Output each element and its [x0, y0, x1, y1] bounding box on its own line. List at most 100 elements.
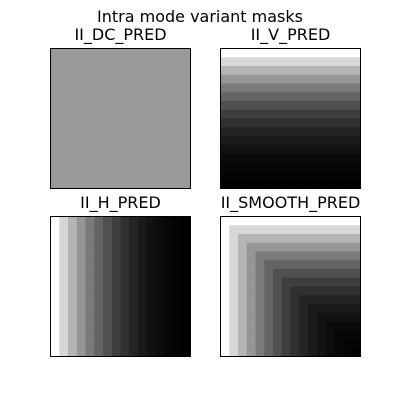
heatmap-cell-h-pred-r4-c10: [138, 251, 148, 261]
heatmap-cell-smooth-pred-r0-c5: [264, 216, 274, 226]
heatmap-cell-dc-pred-r9-c2: [68, 127, 78, 137]
heatmap-cell-v-pred-r3-c2: [238, 74, 248, 84]
heatmap-cell-smooth-pred-r7-c4: [255, 277, 265, 287]
heatmap-cell-v-pred-r2-c11: [316, 66, 326, 76]
heatmap-cell-h-pred-r10-c14: [173, 304, 183, 314]
heatmap-cell-smooth-pred-r6-c9: [299, 269, 309, 279]
heatmap-cell-h-pred-r1-c7: [111, 225, 121, 235]
heatmap-cell-h-pred-r15-c4: [85, 347, 95, 357]
heatmap-cell-h-pred-r13-c0: [50, 330, 60, 340]
heatmap-cell-smooth-pred-r1-c2: [238, 225, 248, 235]
heatmap-cell-dc-pred-r8-c14: [173, 118, 183, 128]
heatmap-cell-h-pred-r10-c12: [155, 304, 165, 314]
heatmap-cell-h-pred-r9-c0: [50, 295, 60, 305]
heatmap-cell-v-pred-r7-c14: [343, 109, 353, 119]
heatmap-cell-h-pred-r13-c4: [85, 330, 95, 340]
heatmap-cell-smooth-pred-r4-c13: [334, 251, 344, 261]
heatmap-cell-dc-pred-r8-c4: [85, 118, 95, 128]
heatmap-cell-h-pred-r13-c12: [155, 330, 165, 340]
heatmap-cell-smooth-pred-r0-c10: [308, 216, 318, 226]
heatmap-cell-dc-pred-r12-c4: [85, 153, 95, 163]
heatmap-cell-smooth-pred-r9-c2: [238, 295, 248, 305]
heatmap-cell-dc-pred-r11-c13: [164, 144, 174, 154]
heatmap-cell-smooth-pred-r0-c1: [229, 216, 239, 226]
heatmap-cell-v-pred-r12-c7: [281, 153, 291, 163]
heatmap-cell-h-pred-r10-c15: [181, 304, 191, 314]
heatmap-cell-h-pred-r4-c14: [173, 251, 183, 261]
heatmap-cell-h-pred-r6-c15: [181, 269, 191, 279]
heatmap-cell-smooth-pred-r1-c4: [255, 225, 265, 235]
heatmap-cell-h-pred-r5-c15: [181, 260, 191, 270]
heatmap-cell-smooth-pred-r9-c8: [290, 295, 300, 305]
heatmap-cell-smooth-pred-r13-c4: [255, 330, 265, 340]
heatmap-cell-h-pred-r13-c8: [120, 330, 130, 340]
heatmap-cell-h-pred-r5-c0: [50, 260, 60, 270]
heatmap-cell-h-pred-r6-c6: [103, 269, 113, 279]
heatmap-cell-smooth-pred-r7-c11: [316, 277, 326, 287]
heatmap-cell-smooth-pred-r1-c14: [343, 225, 353, 235]
heatmap-cell-dc-pred-r15-c12: [155, 179, 165, 189]
heatmap-cell-dc-pred-r4-c2: [68, 83, 78, 93]
heatmap-cell-smooth-pred-r2-c4: [255, 234, 265, 244]
heatmap-cell-dc-pred-r7-c15: [181, 109, 191, 119]
heatmap-cell-smooth-pred-r1-c0: [220, 225, 230, 235]
heatmap-cell-v-pred-r8-c6: [273, 118, 283, 128]
heatmap-cell-dc-pred-r0-c14: [173, 48, 183, 58]
heatmap-cell-smooth-pred-r13-c2: [238, 330, 248, 340]
heatmap-cell-smooth-pred-r10-c8: [290, 304, 300, 314]
heatmap-cell-smooth-pred-r9-c14: [343, 295, 353, 305]
heatmap-cell-v-pred-r13-c3: [246, 162, 256, 172]
heatmap-cell-v-pred-r13-c11: [316, 162, 326, 172]
heatmap-cell-h-pred-r14-c13: [164, 339, 174, 349]
heatmap-cell-smooth-pred-r0-c8: [290, 216, 300, 226]
heatmap-cell-smooth-pred-r14-c7: [281, 339, 291, 349]
heatmap-cell-smooth-pred-r2-c12: [325, 234, 335, 244]
panel-v-pred: II_V_PRED: [220, 25, 361, 189]
heatmap-cell-dc-pred-r11-c11: [146, 144, 156, 154]
heatmap-cell-smooth-pred-r6-c4: [255, 269, 265, 279]
heatmap-cell-smooth-pred-r8-c10: [308, 286, 318, 296]
heatmap-cell-v-pred-r11-c1: [229, 144, 239, 154]
heatmap-cell-smooth-pred-r10-c13: [334, 304, 344, 314]
heatmap-cell-dc-pred-r9-c14: [173, 127, 183, 137]
heatmap-cell-v-pred-r11-c2: [238, 144, 248, 154]
heatmap-cell-dc-pred-r8-c10: [138, 118, 148, 128]
heatmap-cell-dc-pred-r12-c0: [50, 153, 60, 163]
heatmap-cell-smooth-pred-r6-c7: [281, 269, 291, 279]
heatmap-cell-h-pred-r12-c9: [129, 321, 139, 331]
heatmap-cell-dc-pred-r6-c3: [76, 101, 86, 111]
heatmap-cell-v-pred-r6-c1: [229, 101, 239, 111]
heatmap-cell-h-pred-r11-c8: [120, 312, 130, 322]
heatmap-cell-smooth-pred-r8-c7: [281, 286, 291, 296]
heatmap-cell-h-pred-r7-c6: [103, 277, 113, 287]
heatmap-cell-h-pred-r5-c11: [146, 260, 156, 270]
heatmap-cell-v-pred-r11-c9: [299, 144, 309, 154]
heatmap-cell-h-pred-r2-c11: [146, 234, 156, 244]
heatmap-cell-dc-pred-r13-c3: [76, 162, 86, 172]
heatmap-cell-v-pred-r3-c10: [308, 74, 318, 84]
heatmap-cell-dc-pred-r15-c6: [103, 179, 113, 189]
heatmap-cell-v-pred-r2-c9: [299, 66, 309, 76]
heatmap-cell-v-pred-r13-c5: [264, 162, 274, 172]
heatmap-cell-dc-pred-r1-c6: [103, 57, 113, 67]
heatmap-cell-smooth-pred-r12-c4: [255, 321, 265, 331]
heatmap-cell-smooth-pred-r8-c0: [220, 286, 230, 296]
heatmap-cell-dc-pred-r8-c9: [129, 118, 139, 128]
heatmap-cell-h-pred-r15-c10: [138, 347, 148, 357]
heatmap-cell-h-pred-r15-c7: [111, 347, 121, 357]
heatmap-cell-smooth-pred-r15-c1: [229, 347, 239, 357]
heatmap-cell-dc-pred-r1-c10: [138, 57, 148, 67]
heatmap-cell-h-pred-r8-c6: [103, 286, 113, 296]
heatmap-cell-h-pred-r5-c10: [138, 260, 148, 270]
heatmap-cell-h-pred-r0-c9: [129, 216, 139, 226]
heatmap-cell-dc-pred-r0-c2: [68, 48, 78, 58]
heatmap-cell-v-pred-r3-c9: [299, 74, 309, 84]
heatmap-cell-smooth-pred-r4-c0: [220, 251, 230, 261]
heatmap-cell-h-pred-r1-c14: [173, 225, 183, 235]
heatmap-cell-dc-pred-r1-c3: [76, 57, 86, 67]
heatmap-cell-v-pred-r12-c5: [264, 153, 274, 163]
heatmap-cell-dc-pred-r0-c4: [85, 48, 95, 58]
heatmap-cell-smooth-pred-r15-c10: [308, 347, 318, 357]
heatmap-cell-dc-pred-r13-c1: [59, 162, 69, 172]
heatmap-cell-v-pred-r10-c14: [343, 136, 353, 146]
